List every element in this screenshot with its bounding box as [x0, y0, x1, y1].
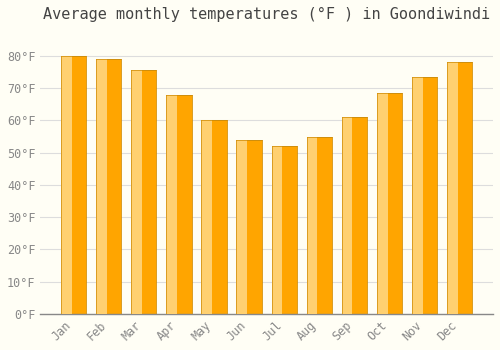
Bar	[166, 94, 192, 314]
Bar	[272, 146, 282, 314]
Bar	[412, 77, 422, 314]
Bar	[272, 146, 297, 314]
Bar	[236, 140, 247, 314]
Bar	[342, 117, 367, 314]
Bar	[131, 70, 156, 314]
Bar	[306, 136, 318, 314]
Bar	[61, 56, 86, 314]
Bar	[412, 77, 438, 314]
Bar	[202, 120, 226, 314]
Bar	[96, 59, 106, 314]
Bar	[202, 120, 212, 314]
Bar	[342, 117, 352, 314]
Bar	[377, 93, 402, 314]
Bar	[447, 62, 472, 314]
Bar	[96, 59, 122, 314]
Bar	[166, 94, 177, 314]
Bar	[131, 70, 141, 314]
Title: Average monthly temperatures (°F ) in Goondiwindi: Average monthly temperatures (°F ) in Go…	[43, 7, 490, 22]
Bar	[61, 56, 72, 314]
Bar	[236, 140, 262, 314]
Bar	[377, 93, 388, 314]
Bar	[306, 136, 332, 314]
Bar	[447, 62, 458, 314]
